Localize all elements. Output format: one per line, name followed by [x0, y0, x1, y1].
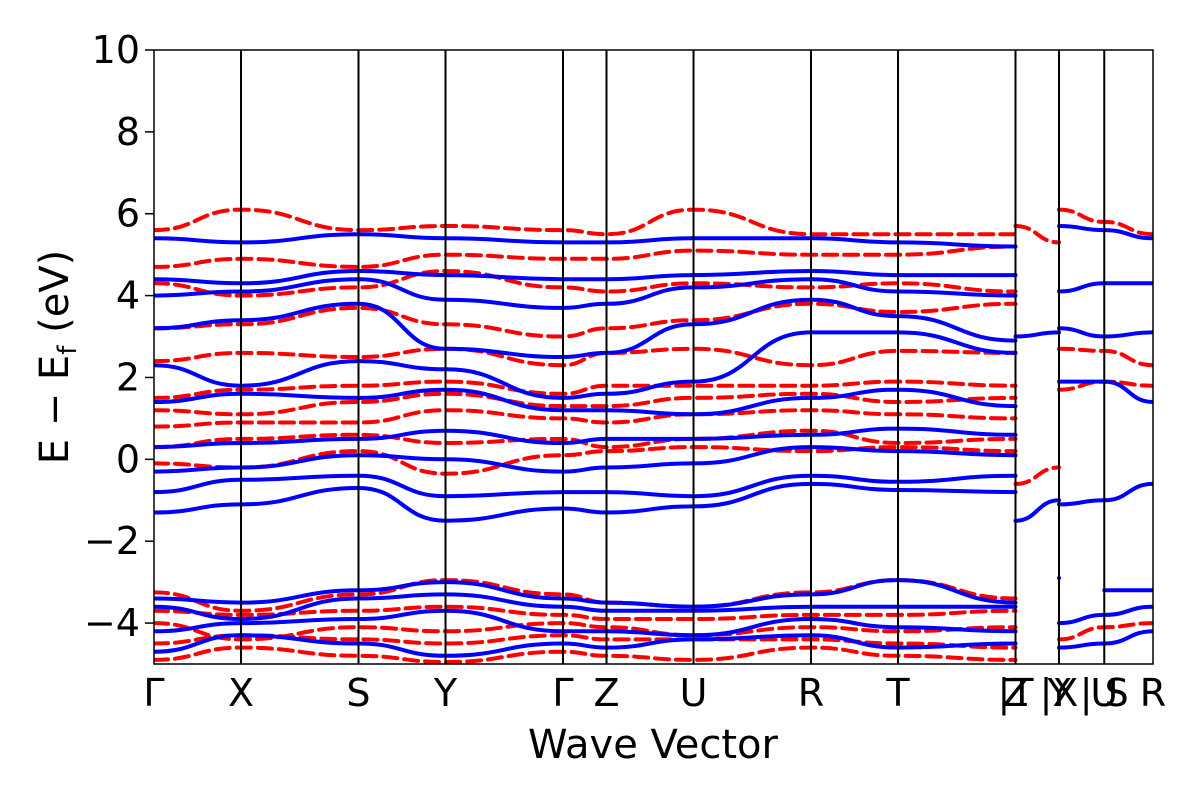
bands-layer — [154, 207, 1153, 664]
y-tick-label: 0 — [116, 437, 140, 481]
solid-band-line — [154, 387, 1018, 417]
y-tick-label: 6 — [116, 192, 140, 236]
y-tick-label: 2 — [116, 355, 140, 399]
kpoint-label: U — [680, 671, 708, 715]
solid-band-line — [154, 592, 1018, 622]
solid-band-line — [154, 473, 1018, 499]
kpoint-lines — [240, 50, 1106, 664]
dashed-band-line — [154, 645, 1018, 664]
kpoint-label: Y — [433, 671, 458, 715]
kpoint-label: S — [346, 671, 370, 715]
y-axis-title: E − Ef (eV) — [32, 250, 83, 465]
kpoint-label: T — [885, 671, 910, 715]
solid-band-line — [154, 608, 1018, 638]
y-tick-label: −4 — [84, 601, 140, 645]
solid-band-line — [1057, 379, 1153, 404]
dashed-band-line — [154, 346, 1018, 368]
y-tick-label: 10 — [92, 28, 140, 72]
solid-band-line — [1057, 281, 1153, 294]
solid-band-line — [154, 232, 1018, 249]
solid-band-line — [154, 426, 1018, 450]
y-axis-title-unit: (eV) — [32, 250, 78, 346]
dashed-band-line — [154, 244, 1018, 269]
dashed-band-line — [154, 391, 1018, 417]
dashed-band-line — [154, 621, 1018, 642]
solid-band-line — [154, 277, 1018, 310]
kpoint-label: |X — [1040, 671, 1079, 716]
solid-band-line — [1013, 498, 1061, 523]
kpoint-label: Γ — [552, 671, 573, 715]
solid-band-line — [1057, 481, 1153, 507]
dashed-band-line — [154, 604, 1018, 622]
kpoint-label: U — [1090, 671, 1118, 715]
kpoint-label: Z — [1002, 671, 1028, 715]
solid-band-line — [1057, 629, 1153, 650]
y-tick-label: −2 — [84, 519, 140, 563]
kpoint-label: R — [1140, 671, 1166, 715]
solid-band-line — [154, 297, 1018, 360]
solid-bands — [154, 224, 1153, 658]
solid-band-line — [154, 330, 1018, 400]
kpoint-label: |T — [997, 671, 1034, 716]
kpoint-label: Y — [1046, 671, 1071, 715]
dashed-band-line — [1013, 465, 1061, 486]
solid-band-line — [1013, 330, 1061, 339]
y-tick-label: 8 — [116, 110, 140, 154]
y-axis-ticks: −4 −2 0 2 4 6 8 10 — [84, 28, 154, 645]
y-tick-label: 4 — [116, 274, 140, 318]
solid-band-line — [154, 578, 1018, 609]
kpoint-label: Γ — [143, 671, 164, 715]
dashed-band-line — [154, 379, 1018, 400]
y-axis-title-sub: f — [53, 345, 83, 355]
dashed-band-line — [154, 408, 1018, 429]
solid-band-line — [1057, 326, 1153, 339]
y-axis-title-main: E − E — [32, 355, 78, 465]
kpoint-label: R — [798, 671, 824, 715]
solid-band-line — [154, 445, 1018, 474]
dashed-band-line — [154, 428, 1018, 450]
dashed-band-line — [1057, 346, 1153, 368]
solid-band-line — [154, 633, 1018, 658]
solid-band-line — [1057, 604, 1153, 626]
plot-area — [153, 49, 1154, 665]
solid-band-line — [154, 268, 1018, 286]
solid-band-line — [154, 481, 1018, 523]
kpoint-label: X — [228, 671, 254, 715]
kpoint-label: Z — [593, 671, 619, 715]
plot-frame — [153, 49, 1154, 665]
dashed-band-line — [1013, 224, 1061, 245]
kpoint-label: | S — [1080, 671, 1129, 716]
dashed-band-line — [154, 207, 1018, 237]
x-axis-title: Wave Vector — [528, 722, 779, 768]
